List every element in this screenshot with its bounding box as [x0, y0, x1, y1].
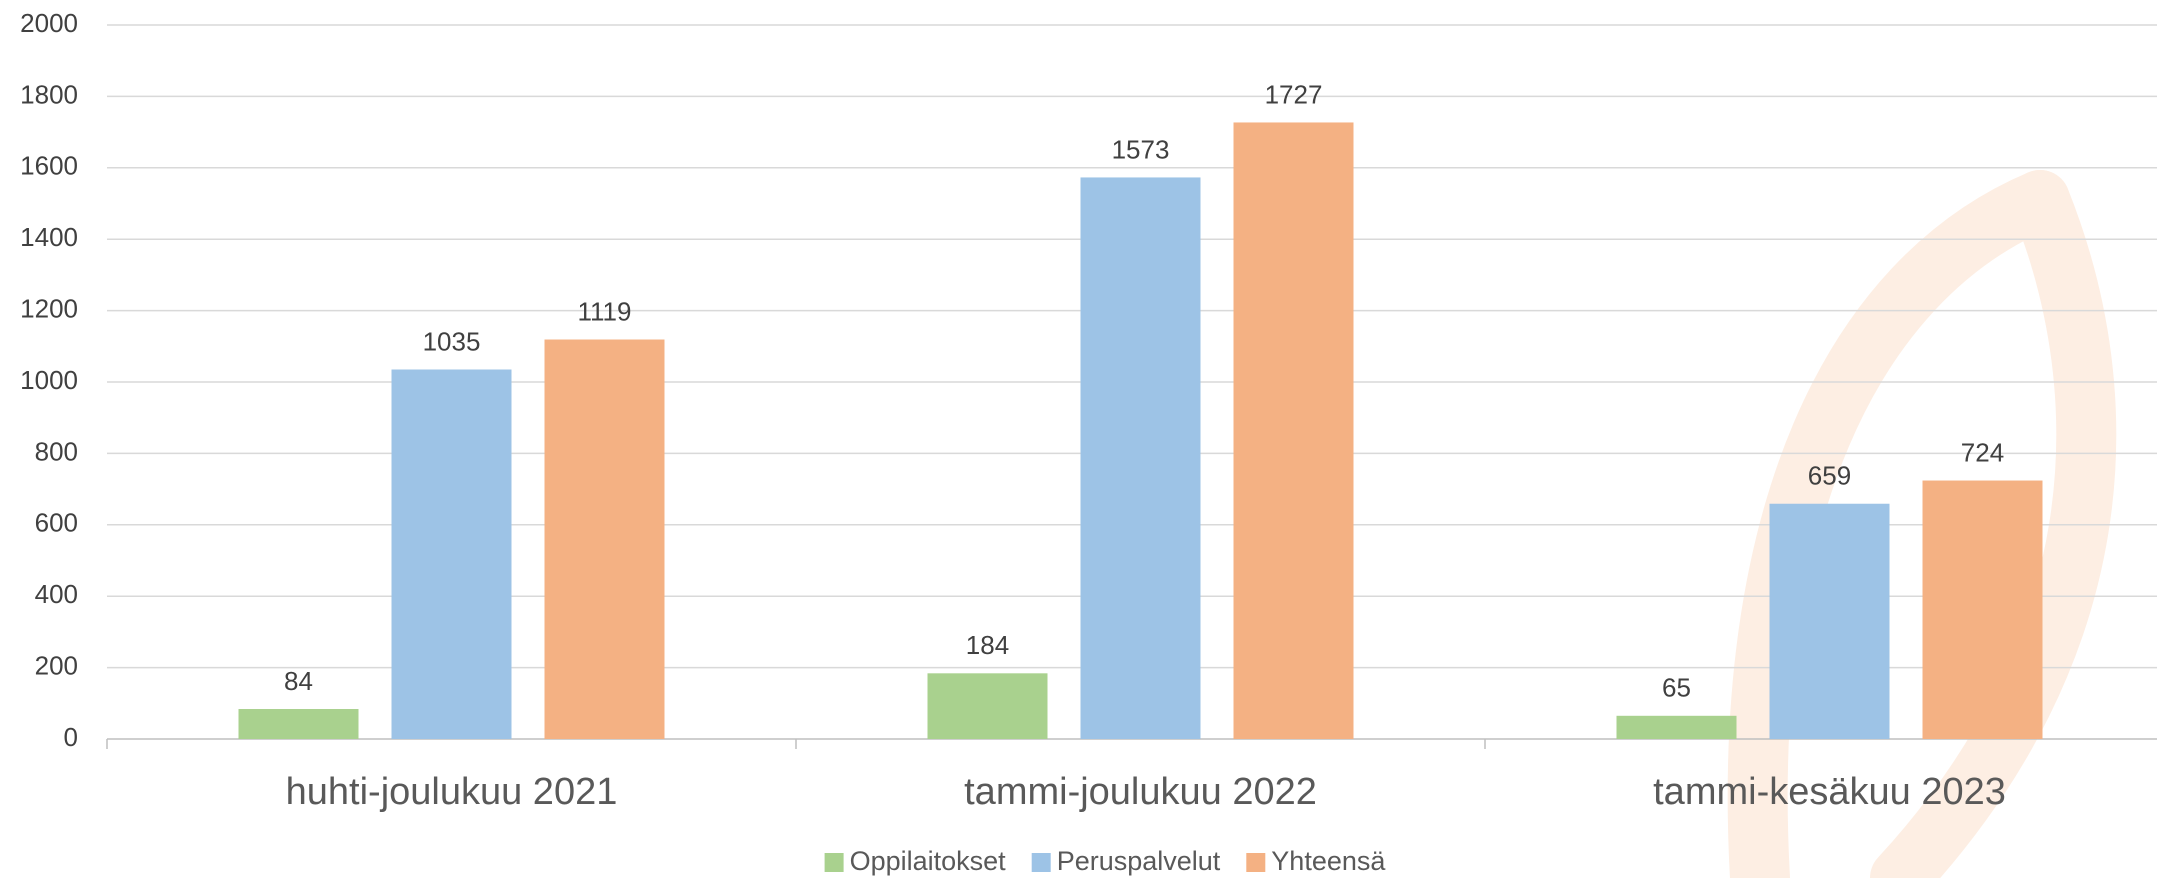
watermark [1727, 170, 2117, 878]
watermark-arc [1870, 170, 2117, 878]
legend-label: Oppilaitokset [850, 846, 1007, 876]
legend-swatch [824, 853, 844, 872]
y-tick-label: 400 [35, 579, 78, 609]
data-label: 184 [966, 630, 1009, 660]
x-tick-label: tammi-joulukuu 2022 [964, 771, 1317, 813]
data-label: 1119 [578, 296, 632, 326]
y-tick-label: 1800 [20, 79, 78, 109]
y-tick-label: 1000 [20, 365, 78, 395]
y-tick-label: 1200 [20, 293, 78, 323]
bar [544, 339, 665, 739]
data-label: 659 [1808, 461, 1851, 491]
y-tick-label: 600 [35, 508, 78, 538]
bar [238, 709, 359, 739]
bar [1080, 177, 1201, 740]
data-label: 1727 [1265, 79, 1323, 109]
legend-label: Yhteensä [1271, 846, 1386, 876]
bar [1769, 503, 1890, 739]
bar [927, 673, 1048, 739]
bar [391, 369, 512, 739]
bar [1616, 715, 1737, 739]
watermark-arc [1727, 170, 2070, 878]
data-label: 724 [1961, 437, 2004, 467]
bar [1922, 480, 2043, 739]
legend-swatch [1246, 853, 1266, 872]
data-label: 1573 [1112, 134, 1170, 164]
data-label: 65 [1662, 673, 1691, 703]
x-tick-label: huhti-joulukuu 2021 [286, 771, 618, 813]
data-label: 1035 [423, 326, 481, 356]
x-tick-label: tammi-kesäkuu 2023 [1653, 771, 2006, 813]
y-tick-label: 1600 [20, 151, 78, 181]
y-tick-label: 1400 [20, 222, 78, 252]
legend-label: Peruspalvelut [1057, 846, 1221, 876]
legend-swatch [1031, 853, 1051, 872]
bar [1233, 122, 1354, 739]
data-label: 84 [284, 666, 313, 696]
y-tick-label: 0 [64, 722, 78, 752]
y-tick-label: 800 [35, 436, 78, 466]
y-tick-label: 2000 [20, 8, 78, 38]
y-tick-label: 200 [35, 650, 78, 680]
